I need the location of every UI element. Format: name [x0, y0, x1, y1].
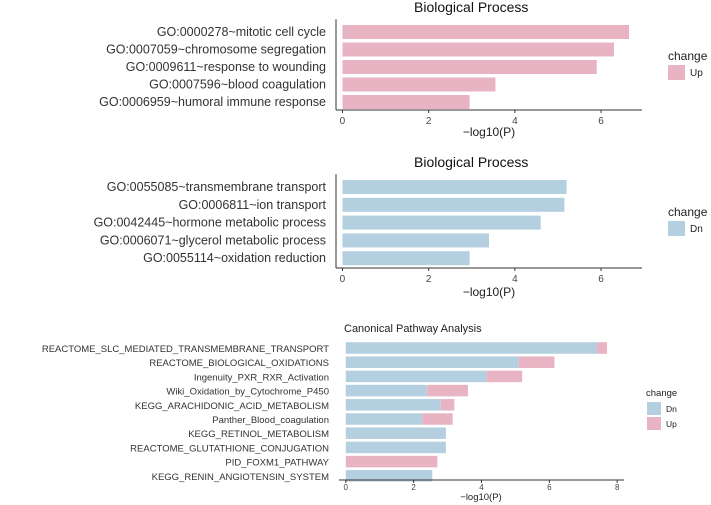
chart-1-legend-title: change	[668, 49, 708, 63]
chart-3-category-label-6: Panther_Blood_coagulation	[212, 415, 329, 426]
chart-3-bar-dn-10	[345, 470, 433, 482]
chart-3-category-label-2: REACTOME_BIOLOGICAL_OXIDATIONS	[149, 358, 329, 369]
chart-3-category-label-4: Wiki_Oxidation_by_Cytochrome_P450	[166, 387, 329, 398]
chart-2-legend-title: change	[668, 205, 708, 219]
chart-3-x-tick-label-2: 2	[411, 483, 416, 492]
chart-1-x-axis: 0 2 4 6	[335, 19, 642, 127]
chart-3-category-label-10: KEGG_RENIN_ANGIOTENSIN_SYSTEM	[152, 472, 329, 483]
chart-panel-1: Biological Process GO:0000278~mitotic ce…	[99, 0, 708, 139]
chart-3-legend-label-dn: Dn	[666, 404, 677, 414]
chart-2-x-tick-label-4: 4	[512, 274, 518, 285]
chart-3-category-label-5: KEGG_ARACHIDONIC_ACID_METABOLISM	[135, 401, 329, 412]
chart-3-bar-up-4	[427, 384, 468, 397]
chart-3-bar-up-3	[486, 370, 523, 383]
chart-2-bar-dn-4	[342, 233, 489, 248]
chart-1-bar-up-5	[342, 95, 470, 109]
chart-1-category-label-2: GO:0007059~chromosome segregation	[106, 43, 326, 57]
chart-3-x-axis-label: −log10(P)	[460, 492, 501, 503]
chart-2-x-tick-label-2: 2	[426, 274, 432, 285]
chart-1-bar-up-3	[342, 60, 597, 74]
chart-3-bar-dn-3	[345, 370, 487, 383]
chart-1-bar-up-4	[342, 77, 496, 92]
chart-2-legend-swatch-dn	[668, 221, 685, 236]
chart-3-category-label-7: KEGG_RETINOL_METABOLISM	[188, 429, 329, 440]
chart-2-bar-dn-1	[342, 180, 567, 194]
chart-2-x-tick-label-0: 0	[340, 274, 346, 285]
chart-3-x-axis: 0 2 4 6 8	[339, 479, 624, 492]
chart-2-category-label-4: GO:0006071~glycerol metabolic process	[100, 233, 326, 247]
chart-3-bar-dn-6	[345, 413, 423, 425]
chart-2-category-labels: GO:0055085~transmembrane transport GO:000…	[94, 180, 327, 265]
chart-2-bar-dn-2	[342, 197, 565, 212]
chart-3-x-tick-label-8: 8	[615, 483, 620, 492]
chart-3-bar-dn-4	[345, 384, 428, 397]
chart-1-category-label-3: GO:0009611~response to wounding	[126, 60, 326, 74]
chart-3-bar-up-5	[440, 399, 455, 411]
chart-panel-3: Canonical Pathway Analysis REACTOME_SLC_…	[42, 323, 677, 503]
chart-3-category-label-8: REACTOME_GLUTATHIONE_CONJUGATION	[130, 443, 329, 454]
chart-3-legend-swatch-dn	[647, 402, 661, 415]
chart-1-category-label-4: GO:0007596~blood coagulation	[149, 78, 326, 92]
chart-2-legend-label-dn: Dn	[690, 224, 703, 235]
chart-2-x-axis: 0 2 4 6	[335, 174, 642, 285]
chart-2-bars	[342, 180, 567, 266]
chart-3-bar-dn-8	[345, 441, 446, 454]
chart-2-bar-dn-3	[342, 215, 541, 230]
chart-3-legend-label-up: Up	[666, 419, 677, 429]
chart-3-bar-dn-1	[345, 342, 597, 354]
chart-2-x-axis-label: −log10(P)	[463, 285, 515, 299]
chart-3-bar-dn-7	[345, 427, 446, 439]
chart-1-category-labels: GO:0000278~mitotic cell cycle GO:0007059~…	[99, 25, 326, 109]
chart-3-bar-dn-5	[345, 399, 441, 411]
chart-3-legend-title: change	[646, 388, 677, 399]
chart-3-bars	[345, 342, 608, 482]
chart-3-legend: change Dn Up	[646, 388, 677, 430]
chart-3-category-labels: REACTOME_SLC_MEDIATED_TRANSMEMBRANE_TRAN…	[42, 344, 330, 483]
chart-1-x-tick-label-0: 0	[340, 116, 346, 127]
chart-3-category-label-3: Ingenuity_PXR_RXR_Activation	[194, 372, 329, 383]
chart-3-x-tick-label-4: 4	[479, 483, 484, 492]
chart-2-title: Biological Process	[414, 154, 528, 170]
chart-3-bar-dn-2	[345, 356, 519, 368]
chart-3-title: Canonical Pathway Analysis	[344, 323, 482, 335]
chart-3-bar-up-9	[345, 455, 438, 468]
chart-3-legend-swatch-up	[647, 417, 661, 430]
chart-2-category-label-3: GO:0042445~hormone metabolic process	[94, 216, 326, 230]
chart-1-x-tick-label-6: 6	[598, 116, 604, 127]
chart-1-title: Biological Process	[414, 0, 528, 15]
chart-1-category-label-5: GO:0006959~humoral immune response	[99, 95, 326, 109]
chart-3-bar-up-1	[596, 342, 608, 354]
chart-1-category-label-1: GO:0000278~mitotic cell cycle	[157, 25, 326, 39]
chart-3-category-label-9: PID_FOXM1_PATHWAY	[225, 458, 329, 469]
chart-2-legend: change Dn	[668, 205, 708, 236]
chart-3-bar-up-6	[422, 413, 453, 425]
chart-3-category-label-1: REACTOME_SLC_MEDIATED_TRANSMEMBRANE_TRAN…	[42, 344, 329, 355]
chart-1-bar-up-1	[342, 25, 630, 39]
chart-1-bar-up-2	[342, 42, 614, 57]
chart-3-x-tick-label-0: 0	[344, 483, 349, 492]
chart-3-bar-up-2	[518, 356, 555, 368]
chart-2-category-label-2: GO:0006811~ion transport	[179, 198, 327, 212]
chart-1-legend-label-up: Up	[690, 68, 703, 79]
chart-2-bar-dn-5	[342, 251, 470, 266]
chart-2-category-label-1: GO:0055085~transmembrane transport	[107, 180, 327, 194]
chart-1-x-tick-label-4: 4	[512, 116, 518, 127]
chart-1-legend-swatch-up	[668, 65, 685, 80]
chart-3-x-tick-label-6: 6	[547, 483, 552, 492]
chart-1-x-axis-label: −log10(P)	[463, 125, 515, 139]
chart-2-x-tick-label-6: 6	[598, 274, 604, 285]
chart-panel-2: Biological Process GO:0055085~transmembr…	[94, 154, 708, 299]
chart-1-legend: change Up	[668, 49, 708, 80]
chart-1-x-tick-label-2: 2	[426, 116, 432, 127]
chart-1-bars	[342, 25, 630, 109]
chart-2-category-label-5: GO:0055114~oxidation reduction	[143, 251, 326, 265]
